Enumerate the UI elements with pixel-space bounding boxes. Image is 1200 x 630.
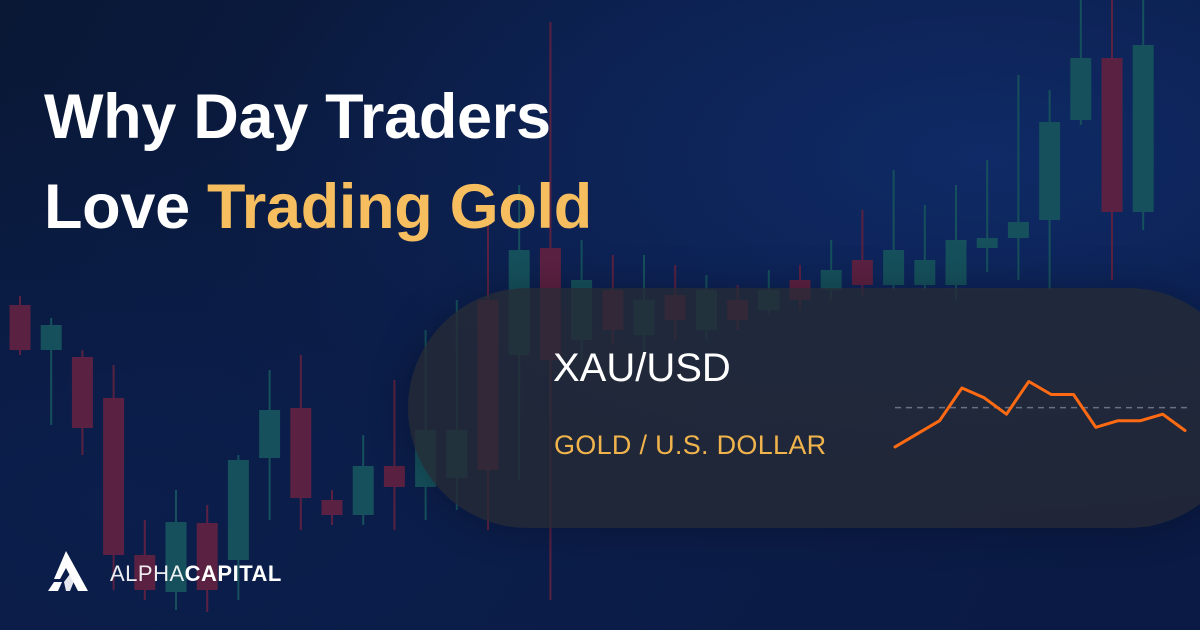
candle-body [820, 270, 842, 290]
candle-body [71, 357, 93, 428]
candle-body [196, 523, 218, 590]
candle-body [165, 522, 187, 592]
candle-body [1132, 45, 1154, 212]
candle-body [1039, 122, 1061, 220]
candle-body [9, 305, 31, 350]
brand: ALPHACAPITAL [44, 549, 282, 598]
headline-line-2-plain: Love [44, 172, 208, 242]
sparkline-line [893, 380, 1187, 449]
candle-body [227, 460, 249, 560]
candle-body [259, 410, 281, 458]
candle-body [1007, 222, 1029, 238]
headline-line-2: Love Trading Gold [44, 162, 592, 252]
alpha-capital-logo-icon [44, 549, 92, 598]
candle-body [1101, 58, 1123, 212]
headline-accent: Trading Gold [207, 172, 592, 242]
candle-body [851, 260, 873, 285]
candle-body [134, 555, 156, 590]
candle-body [914, 260, 936, 285]
ticker-symbol: XAU/USD [553, 346, 731, 390]
ticker-description: GOLD / U.S. DOLLAR [554, 430, 827, 460]
candle-body [976, 238, 998, 248]
candle-body [383, 466, 405, 487]
price-sparkline [893, 380, 1190, 449]
candle-body [352, 466, 374, 515]
candle-body [40, 325, 62, 350]
brand-name: ALPHACAPITAL [110, 561, 282, 587]
brand-name-part-1: ALPHA [110, 560, 185, 586]
ticker-card [408, 288, 1200, 528]
headline-line-1: Why Day Traders [44, 82, 551, 152]
candle-body [290, 408, 312, 498]
candle-body [103, 398, 125, 555]
candle-body [1070, 58, 1092, 120]
candle-body [883, 250, 905, 285]
headline: Why Day Traders Love Trading Gold [44, 72, 592, 252]
candle-body [945, 240, 967, 285]
brand-name-part-2: CAPITAL [184, 560, 282, 586]
candle-body [321, 500, 343, 515]
